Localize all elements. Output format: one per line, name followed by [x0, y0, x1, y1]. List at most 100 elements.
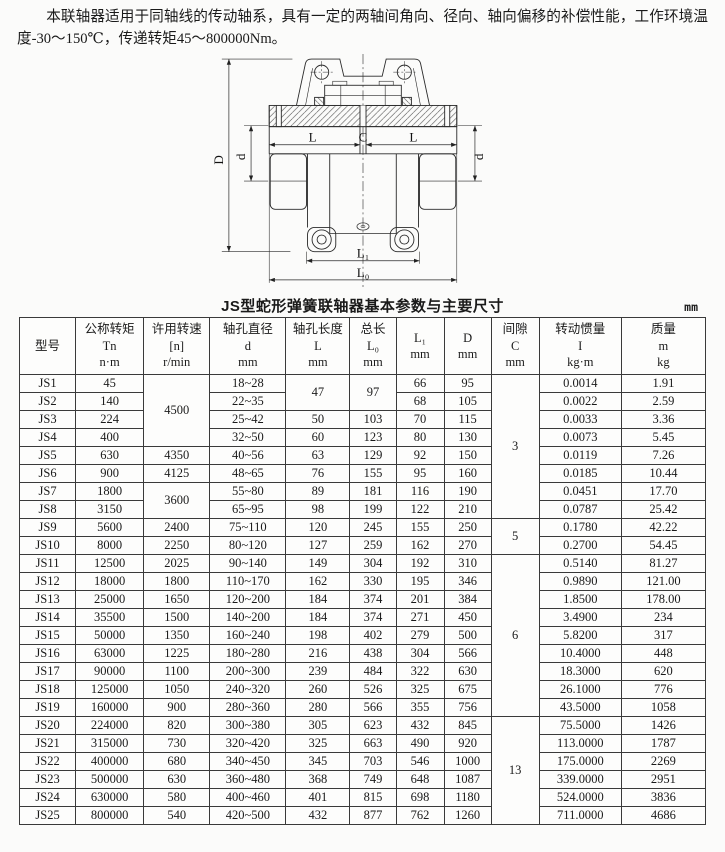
table-cell: 4500 — [143, 374, 211, 447]
table-cell: 140~200 — [209, 608, 287, 627]
table-cell: 3 — [490, 374, 540, 519]
table-cell: 110~170 — [209, 572, 287, 591]
table-cell: 1260 — [443, 806, 492, 825]
table-cell: 0.0073 — [538, 428, 622, 447]
table-cell: 1087 — [443, 770, 492, 789]
table-cell: 630 — [75, 446, 145, 465]
table-cell: 0.0185 — [538, 464, 622, 483]
table-cell: 184 — [285, 590, 351, 609]
table-cell: 3.36 — [620, 410, 707, 429]
table-cell: 526 — [349, 680, 397, 699]
table-cell: JS21 — [18, 734, 77, 753]
table-cell: JS17 — [18, 662, 77, 681]
table-cell: 374 — [349, 590, 397, 609]
table-cell: 63000 — [75, 644, 145, 663]
table-title: JS型蛇形弹簧联轴器基本参数与主要尺寸 — [221, 298, 504, 315]
table-cell: 10.44 — [620, 464, 707, 483]
dimension-label-C: C — [358, 130, 367, 145]
bolt-boss-right — [389, 227, 419, 253]
table-cell: 116 — [395, 482, 445, 501]
table-cell: 546 — [395, 752, 445, 771]
table-cell: 70 — [395, 410, 445, 429]
table-cell: 0.9890 — [538, 572, 622, 591]
table-cell: JS16 — [18, 644, 77, 663]
table-row: JS19 160000 900 280~360 280 566 355 756 43.5000 1… — [18, 698, 707, 717]
table-cell: 2269 — [620, 752, 707, 771]
table-cell: 47 — [285, 374, 351, 411]
table-cell: 121.00 — [620, 572, 707, 591]
table-cell: 0.0014 — [538, 374, 622, 393]
table-cell: JS9 — [18, 518, 77, 537]
table-cell: 120 — [285, 518, 351, 537]
table-cell: 160~240 — [209, 626, 287, 645]
dimension-label-L1: L₁ — [356, 246, 369, 261]
table-cell: 140 — [75, 392, 145, 411]
table-cell: 0.0451 — [538, 482, 622, 501]
table-row: JS2 140 22~35 68 105 0.0022 2.59 — [18, 392, 707, 411]
table-cell: 320~420 — [209, 734, 287, 753]
table-cell: 175.0000 — [538, 752, 622, 771]
table-cell: 920 — [443, 734, 492, 753]
table-cell: 3600 — [143, 482, 211, 519]
table-row: JS25 800000 540 420~500 432 877 762 1260 711.000… — [18, 806, 707, 825]
table-cell: 3836 — [620, 788, 707, 807]
table-cell: 1500 — [143, 608, 211, 627]
table-cell: 160000 — [75, 698, 145, 717]
table-cell: 4686 — [620, 806, 707, 825]
table-cell: 129 — [349, 446, 397, 465]
table-cell: 122 — [395, 500, 445, 519]
table-cell: 234 — [620, 608, 707, 627]
table-cell: 192 — [395, 554, 445, 573]
table-cell: 776 — [620, 680, 707, 699]
table-cell: 150 — [443, 446, 492, 465]
table-cell: 1787 — [620, 734, 707, 753]
dimension-label-L0: L₀ — [356, 265, 369, 280]
table-cell: 89 — [285, 482, 351, 501]
table-cell: 190 — [443, 482, 492, 501]
table-cell: 820 — [143, 716, 211, 735]
table-cell: 7.26 — [620, 446, 707, 465]
key-right — [401, 96, 412, 106]
table-cell: 224000 — [75, 716, 145, 735]
table-cell: 315000 — [75, 734, 145, 753]
table-cell: 162 — [285, 572, 351, 591]
table-row: JS8 3150 65~95 98 199 122 210 0.0787 25.42 — [18, 500, 707, 519]
table-cell: 384 — [443, 590, 492, 609]
table-cell: 32~50 — [209, 428, 287, 447]
table-cell: 2951 — [620, 770, 707, 789]
table-cell: 22~35 — [209, 392, 287, 411]
table-cell: 900 — [75, 464, 145, 483]
table-cell: 540 — [143, 806, 211, 825]
column-header: 转动惯量 I kg·m — [538, 317, 622, 375]
table-cell: 200~300 — [209, 662, 287, 681]
table-cell: 42.22 — [620, 518, 707, 537]
table-cell: 2400 — [143, 518, 211, 537]
table-cell: JS18 — [18, 680, 77, 699]
table-cell: 260 — [285, 680, 351, 699]
table-cell: 815 — [349, 788, 397, 807]
table-cell: 1225 — [143, 644, 211, 663]
table-cell: 374 — [349, 608, 397, 627]
table-cell: 4350 — [143, 446, 211, 465]
table-cell: 330 — [349, 572, 397, 591]
table-cell: 630000 — [75, 788, 145, 807]
dimension-label-d-right: d — [471, 153, 486, 160]
table-cell: 250 — [443, 518, 492, 537]
table-cell: 18~28 — [209, 374, 287, 393]
table-cell: 484 — [349, 662, 397, 681]
table-cell: 0.1780 — [538, 518, 622, 537]
table-cell: 40~56 — [209, 446, 287, 465]
table-cell: 305 — [285, 716, 351, 735]
table-cell: 500000 — [75, 770, 145, 789]
table-cell: 2.59 — [620, 392, 707, 411]
table-cell: 566 — [349, 698, 397, 717]
table-cell: 130 — [443, 428, 492, 447]
table-cell: 325 — [285, 734, 351, 753]
table-cell: 63 — [285, 446, 351, 465]
table-cell: 450 — [443, 608, 492, 627]
table-cell: 105 — [443, 392, 492, 411]
table-cell: 630 — [143, 770, 211, 789]
table-cell: 115 — [443, 410, 492, 429]
table-cell: 10.4000 — [538, 644, 622, 663]
table-cell: 339.0000 — [538, 770, 622, 789]
